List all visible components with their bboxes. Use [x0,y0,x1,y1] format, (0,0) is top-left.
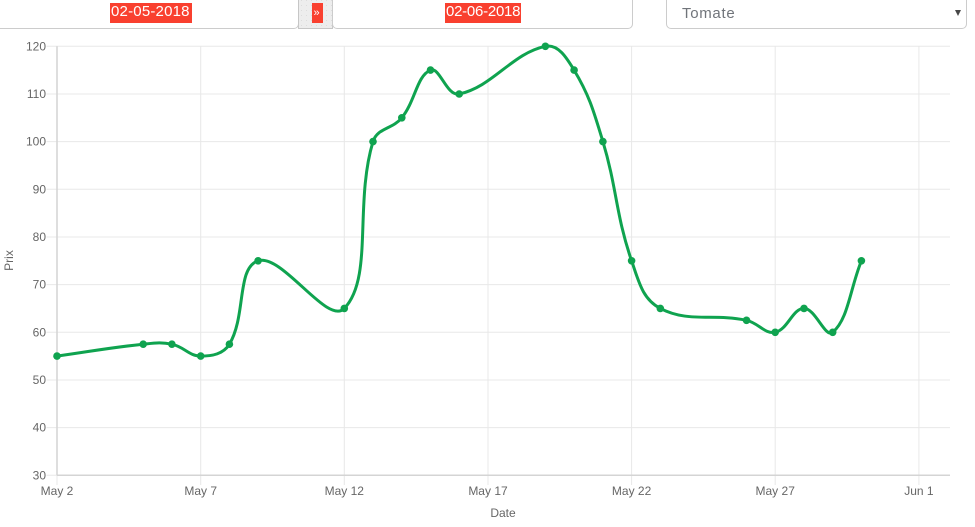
svg-text:May 12: May 12 [325,484,365,498]
svg-text:70: 70 [33,278,47,292]
svg-text:60: 60 [33,325,47,339]
svg-text:May 17: May 17 [468,484,508,498]
svg-text:50: 50 [33,373,47,387]
svg-text:Jun 1: Jun 1 [904,484,934,498]
svg-text:Date: Date [490,506,516,520]
svg-text:May 2: May 2 [41,484,74,498]
svg-text:90: 90 [33,182,47,196]
svg-text:May 27: May 27 [756,484,796,498]
svg-text:110: 110 [27,87,46,101]
svg-text:40: 40 [33,421,47,435]
svg-text:100: 100 [26,135,46,149]
svg-text:May 22: May 22 [612,484,652,498]
svg-text:80: 80 [33,230,47,244]
svg-text:120: 120 [26,39,46,53]
svg-text:30: 30 [33,468,47,482]
svg-text:May 7: May 7 [184,484,217,498]
svg-text:Prix: Prix [2,250,16,271]
